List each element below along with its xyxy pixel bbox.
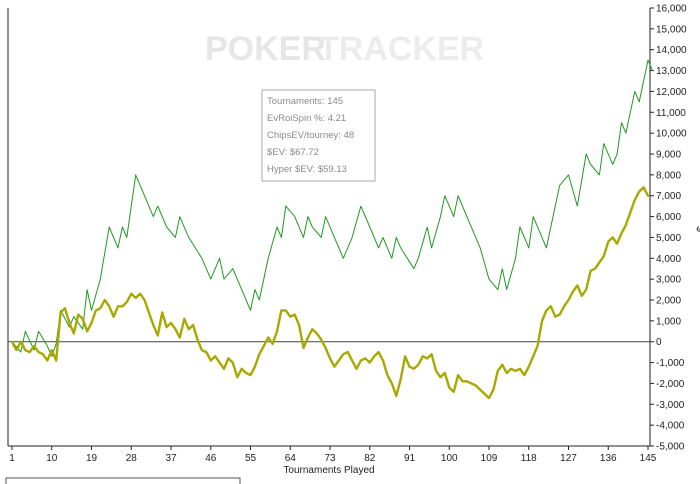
x-tick-label: 28 xyxy=(126,453,138,464)
watermark: POKER TRACKER xyxy=(205,30,484,68)
watermark-word-2: TRACKER xyxy=(318,30,484,68)
x-tick-label: 10 xyxy=(46,453,58,464)
y-tick-label: -4,000 xyxy=(656,421,685,432)
y-tick-label: 4,000 xyxy=(656,254,681,265)
y-axis-title: $ xyxy=(694,226,700,232)
y-tick-label: -1,000 xyxy=(656,358,685,369)
y-tick-label: 15,000 xyxy=(656,24,687,35)
x-tick-label: 145 xyxy=(640,453,657,464)
y-tick-label: 5,000 xyxy=(656,233,681,244)
y-tick-label: 7,000 xyxy=(656,191,681,202)
y-tick-label: 1,000 xyxy=(656,316,681,327)
y-tick-label: 10,000 xyxy=(656,129,687,140)
x-tick-label: 100 xyxy=(441,453,458,464)
info-box: Tournaments: 145 EvRoiSpin %: 4.21 Chips… xyxy=(261,89,376,182)
x-tick-label: 19 xyxy=(86,453,98,464)
x-tick-label: 82 xyxy=(364,453,376,464)
y-tick-label: 8,000 xyxy=(656,170,681,181)
y-tick-label: 12,000 xyxy=(656,87,687,98)
y-tick-label: 0 xyxy=(656,337,662,348)
y-tick-label: 6,000 xyxy=(656,212,681,223)
series-layer xyxy=(10,59,653,400)
x-axis-title: Tournaments Played xyxy=(283,465,374,476)
x-tick-label: 37 xyxy=(165,453,177,464)
x-tick-label: 118 xyxy=(521,453,537,464)
x-tick-label: 55 xyxy=(245,453,257,464)
series-line-green xyxy=(11,59,653,357)
series-line-olive xyxy=(10,186,650,400)
legend-box-partial xyxy=(5,477,241,484)
axes: -5,000 -4,000 -3,000 -2,000 -1,000 0 1,000 2,00… xyxy=(7,4,687,464)
x-tick-label: 91 xyxy=(404,453,416,464)
y-tick-label: -3,000 xyxy=(656,400,685,411)
x-tick-label: 1 xyxy=(9,453,15,464)
info-line-evroispin: EvRoiSpin %: 4.21 xyxy=(267,113,346,124)
watermark-word-1: POKER xyxy=(205,30,326,68)
y-tick-label: 16,000 xyxy=(656,4,687,15)
info-line-tournaments: Tournaments: 145 xyxy=(267,96,343,107)
y-tick-label: 9,000 xyxy=(656,150,681,161)
axis-titles: Tournaments Played $ xyxy=(283,226,700,476)
y-tick-label: 2,000 xyxy=(656,296,681,307)
y-tick-label: 14,000 xyxy=(656,45,687,56)
x-tick-label: 73 xyxy=(324,453,336,464)
y-tick-label: -2,000 xyxy=(656,379,685,390)
info-line-chipsev: ChipsEV/tourney: 48 xyxy=(267,130,354,141)
info-box-frame xyxy=(261,89,376,182)
y-tick-label: -5,000 xyxy=(656,442,685,453)
y-tick-label: 11,000 xyxy=(656,108,686,119)
x-tick-label: 64 xyxy=(285,453,297,464)
info-line-dollar-ev: $EV: $67.72 xyxy=(267,147,319,158)
x-tick-label: 136 xyxy=(600,453,617,464)
info-line-hyper-ev: Hyper $EV: $59.13 xyxy=(267,164,347,175)
x-tick-label: 127 xyxy=(560,453,577,464)
y-tick-label: 13,000 xyxy=(656,66,687,77)
x-tick-label: 46 xyxy=(205,453,217,464)
y-tick-label: 3,000 xyxy=(656,275,681,286)
x-tick-label: 109 xyxy=(481,453,498,464)
